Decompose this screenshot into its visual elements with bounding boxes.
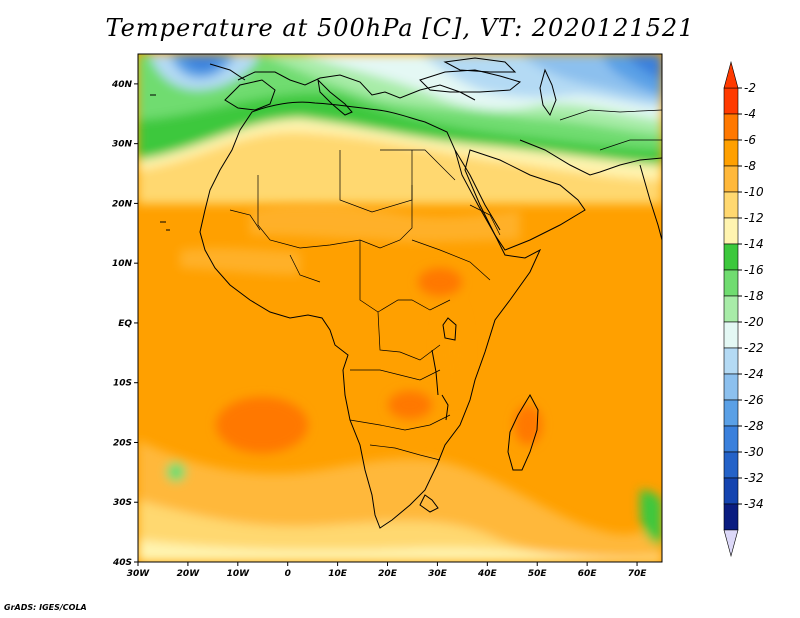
colorbar-swatch — [723, 451, 739, 479]
colorbar-label: -18 — [744, 289, 764, 303]
colorbar-swatch — [723, 269, 739, 297]
x-tick-label: 10W — [227, 569, 251, 579]
colorbar-swatch — [723, 191, 739, 219]
y-tick-label: 10N — [112, 259, 133, 269]
x-tick-label: 40E — [477, 569, 498, 579]
colorbar-label: -24 — [744, 367, 764, 381]
colorbar-label: -22 — [744, 341, 764, 355]
x-tick-label: 10E — [328, 569, 348, 579]
colorbar-swatch — [723, 87, 739, 115]
colorbar-label: -26 — [744, 393, 764, 407]
colorbar-swatch — [723, 113, 739, 141]
credit-text: GrADS: IGES/COLA — [4, 603, 87, 612]
colorbar-swatch — [723, 243, 739, 271]
y-tick-label: 10S — [113, 379, 132, 389]
y-tick-label: 30N — [112, 140, 133, 150]
coastline-layer — [150, 57, 662, 529]
x-tick-label: 0 — [285, 569, 291, 579]
colorbar-swatch — [723, 321, 739, 349]
y-tick-label: 40N — [111, 80, 133, 90]
map-frame — [137, 53, 663, 563]
x-tick-label: 30W — [127, 569, 151, 579]
colorbar-label: -34 — [744, 497, 764, 511]
colorbar-label: -28 — [744, 419, 764, 433]
y-tick-label: 20N — [112, 199, 133, 209]
x-tick-label: 30E — [428, 569, 448, 579]
colorbar-swatch — [723, 373, 739, 401]
y-tick-label: 30S — [113, 498, 132, 508]
colorbar-label: -10 — [744, 185, 764, 199]
y-tick-label: EQ — [118, 319, 132, 329]
colorbar-swatch — [723, 425, 739, 453]
colorbar-swatch — [723, 295, 739, 323]
x-tick-label: 50E — [528, 569, 548, 579]
x-tick-label: 20E — [378, 569, 398, 579]
colorbar-label: -14 — [744, 237, 764, 251]
colorbar-label: -6 — [744, 133, 756, 147]
colorbar-label: -12 — [744, 211, 764, 225]
colorbar-swatch — [723, 503, 739, 531]
colorbar-label: -16 — [744, 263, 764, 277]
colorbar-bottom-arrow — [723, 529, 739, 558]
colorbar-label: -4 — [744, 107, 756, 121]
colorbar-label: -30 — [744, 445, 764, 459]
map-title: Temperature at 500hPa [C], VT: 202012152… — [105, 14, 695, 42]
temperature-field — [138, 54, 662, 562]
colorbar-top-arrow — [723, 60, 739, 89]
colorbar-label: -2 — [744, 81, 756, 95]
x-tick-label: 20W — [177, 569, 201, 579]
colorbar-swatch — [723, 347, 739, 375]
x-tick-label: 60E — [578, 569, 598, 579]
x-tick-label: 70E — [628, 569, 648, 579]
y-tick-label: 40S — [112, 558, 132, 568]
colorbar-swatch — [723, 399, 739, 427]
colorbar-label: -8 — [744, 159, 756, 173]
colorbar-swatch — [723, 217, 739, 245]
colorbar-swatch — [723, 139, 739, 167]
colorbar-label: -20 — [744, 315, 764, 329]
colorbar-swatch — [723, 165, 739, 193]
colorbar-swatch — [723, 477, 739, 505]
axis-ticks: 30W 20W 10W 0 10E 20E 30E 40E 50E 60E 70E 40N 30N 20N… — [111, 80, 647, 579]
colorbar-label: -32 — [744, 471, 764, 485]
colorbar: -2 -4 -6 -8 -10 -12 -14 -16 -18 -20 -22 -24 -26 -28 -3… — [723, 60, 764, 558]
y-tick-label: 20S — [113, 438, 132, 448]
country-borders — [229, 109, 662, 461]
